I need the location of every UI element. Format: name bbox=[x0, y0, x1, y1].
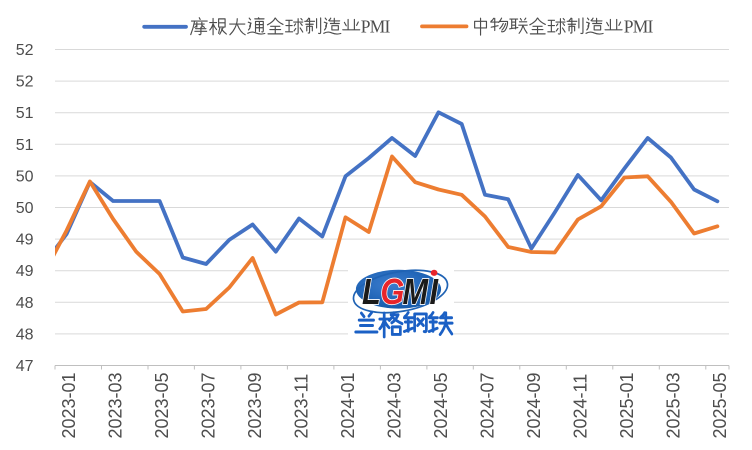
svg-text:2024-01: 2024-01 bbox=[338, 372, 358, 438]
svg-text:PMI: PMI bbox=[361, 17, 391, 37]
svg-text:G: G bbox=[381, 271, 405, 312]
svg-text:48: 48 bbox=[16, 326, 34, 343]
svg-text:49: 49 bbox=[16, 263, 34, 280]
svg-text:2024-09: 2024-09 bbox=[524, 372, 544, 438]
svg-text:50: 50 bbox=[16, 200, 34, 217]
svg-text:51: 51 bbox=[16, 137, 34, 154]
svg-text:48: 48 bbox=[16, 295, 34, 312]
svg-text:2025-05: 2025-05 bbox=[710, 372, 730, 438]
svg-text:52: 52 bbox=[16, 74, 34, 91]
svg-text:2025-03: 2025-03 bbox=[663, 372, 683, 438]
svg-text:2024-05: 2024-05 bbox=[431, 372, 451, 438]
svg-text:2025-01: 2025-01 bbox=[617, 372, 637, 438]
svg-text:2023-07: 2023-07 bbox=[199, 372, 219, 438]
svg-text:I: I bbox=[429, 271, 438, 312]
svg-text:2024-03: 2024-03 bbox=[385, 372, 405, 438]
svg-text:2023-03: 2023-03 bbox=[106, 372, 126, 438]
svg-text:49: 49 bbox=[16, 232, 34, 249]
svg-text:2023-09: 2023-09 bbox=[245, 372, 265, 438]
svg-text:50: 50 bbox=[16, 168, 34, 185]
svg-text:52: 52 bbox=[16, 42, 34, 59]
svg-text:M: M bbox=[403, 271, 429, 312]
svg-text:2024-11: 2024-11 bbox=[570, 374, 590, 439]
svg-text:2024-07: 2024-07 bbox=[478, 372, 498, 438]
svg-text:L: L bbox=[362, 271, 381, 312]
svg-text:47: 47 bbox=[16, 358, 34, 375]
svg-text:PMI: PMI bbox=[624, 17, 654, 37]
svg-text:51: 51 bbox=[16, 105, 34, 122]
svg-text:2023-05: 2023-05 bbox=[152, 372, 172, 438]
svg-text:2023-01: 2023-01 bbox=[59, 372, 79, 438]
svg-text:2023-11: 2023-11 bbox=[292, 374, 312, 439]
